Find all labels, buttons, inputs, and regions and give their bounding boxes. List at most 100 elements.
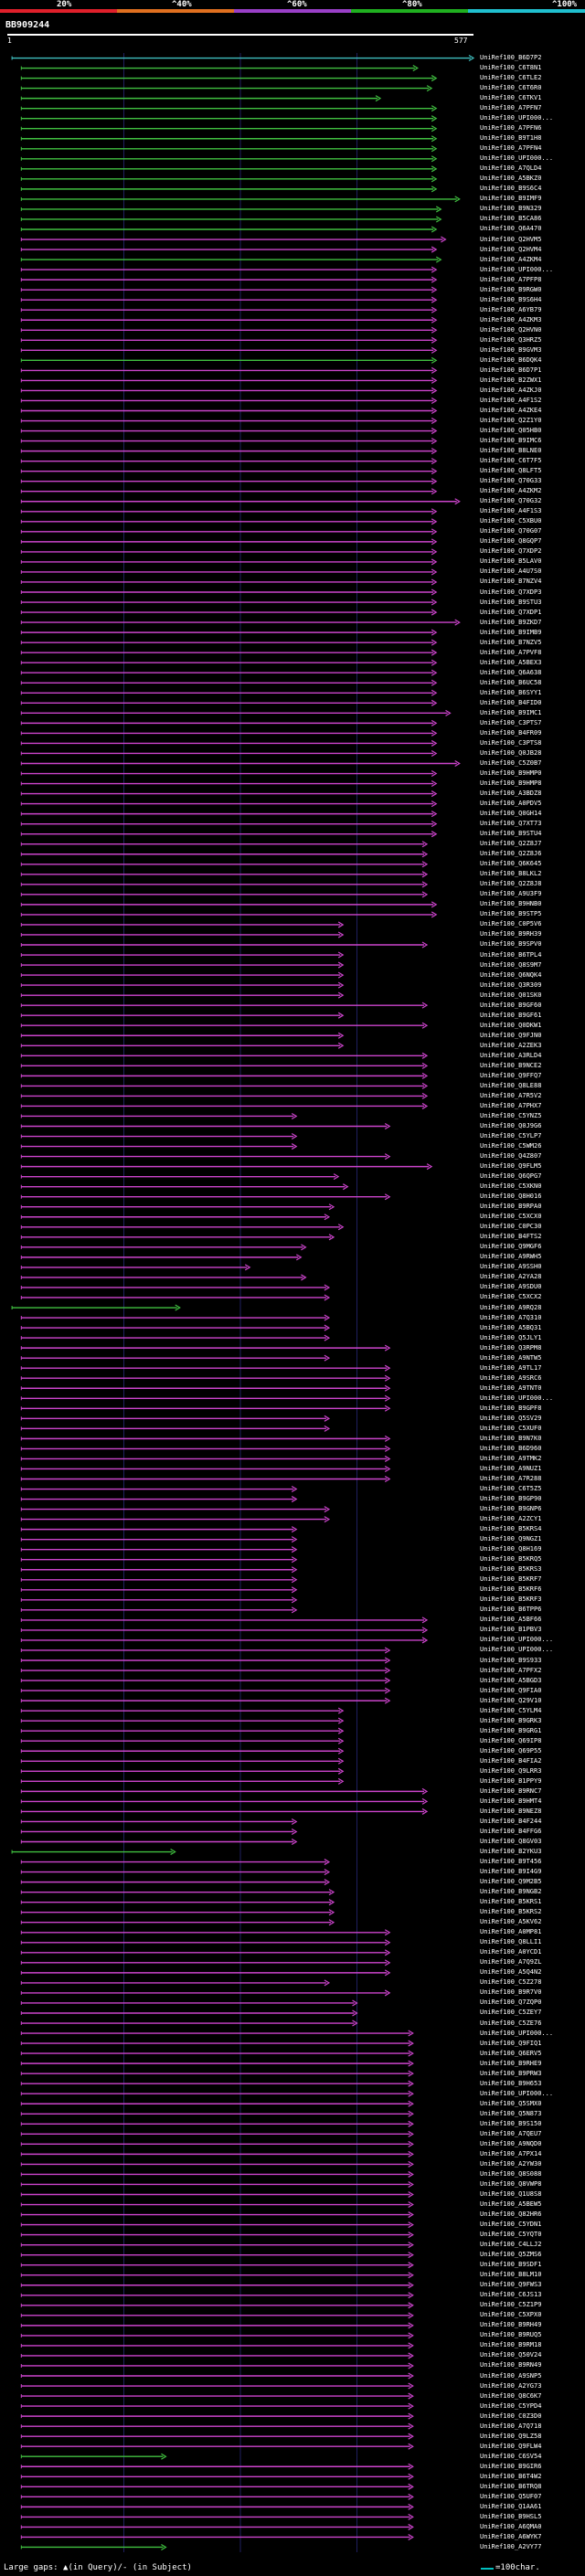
hit-row[interactable] bbox=[20, 2252, 414, 2259]
hit-row[interactable] bbox=[20, 2080, 414, 2087]
hit-row[interactable] bbox=[20, 2433, 414, 2440]
hit-label[interactable]: UniRef100_C5YDN1 bbox=[480, 2221, 542, 2229]
hit-row[interactable] bbox=[20, 2523, 414, 2530]
hit-row[interactable] bbox=[20, 508, 438, 515]
hit-row[interactable] bbox=[20, 1818, 298, 1825]
hit-label[interactable]: UniRef100_B8LKL2 bbox=[480, 870, 542, 878]
hit-label[interactable]: UniRef100_Q8C6K7 bbox=[480, 2391, 542, 2400]
hit-label[interactable]: UniRef100_Q70G07 bbox=[480, 527, 542, 535]
hit-label[interactable]: UniRef100_A7PFP8 bbox=[480, 275, 542, 283]
hit-label[interactable]: UniRef100_Q69IP8 bbox=[480, 1736, 542, 1744]
hit-row[interactable] bbox=[20, 2543, 167, 2551]
hit-label[interactable]: UniRef100_Q0DKW1 bbox=[480, 1021, 542, 1029]
hit-label[interactable]: UniRef100_B9GRK3 bbox=[480, 1716, 542, 1724]
hit-row[interactable] bbox=[20, 1334, 331, 1341]
hit-label[interactable]: UniRef100_B9RNC7 bbox=[480, 1786, 542, 1795]
hit-row[interactable] bbox=[20, 1889, 335, 1896]
hit-row[interactable] bbox=[20, 1838, 298, 1846]
hit-label[interactable]: UniRef100_Q5JLY1 bbox=[480, 1333, 542, 1341]
hit-label[interactable]: UniRef100_A0MP81 bbox=[480, 1928, 542, 1936]
hit-row[interactable] bbox=[20, 2090, 414, 2097]
hit-row[interactable] bbox=[20, 1647, 391, 1654]
hit-label[interactable]: UniRef100_UPI000... bbox=[480, 114, 554, 122]
hit-label[interactable]: UniRef100_B9SDF1 bbox=[480, 2261, 542, 2269]
hit-row[interactable] bbox=[20, 246, 438, 253]
hit-label[interactable]: UniRef100_C5WM26 bbox=[480, 1142, 542, 1150]
hit-label[interactable]: UniRef100_Q9FLW4 bbox=[480, 2442, 542, 2450]
hit-label[interactable]: UniRef100_A9NTW5 bbox=[480, 1353, 542, 1362]
hit-label[interactable]: UniRef100_C6T7F5 bbox=[480, 457, 542, 465]
hit-label[interactable]: UniRef100_Q1U8S8 bbox=[480, 2189, 542, 2198]
hit-label[interactable]: UniRef100_B9RM18 bbox=[480, 2341, 542, 2349]
hit-label[interactable]: UniRef100_Q9FIQ1 bbox=[480, 2039, 542, 2047]
hit-row[interactable] bbox=[20, 2180, 414, 2188]
hit-row[interactable] bbox=[20, 2533, 414, 2540]
hit-label[interactable]: UniRef100_B6D960 bbox=[480, 1444, 542, 1452]
hit-row[interactable] bbox=[20, 236, 447, 243]
hit-label[interactable]: UniRef100_Q8LE88 bbox=[480, 1081, 542, 1089]
hit-label[interactable]: UniRef100_A9NQD0 bbox=[480, 2139, 542, 2147]
hit-row[interactable] bbox=[20, 659, 438, 666]
hit-row[interactable] bbox=[20, 1727, 345, 1734]
hit-label[interactable]: UniRef100_Q6ERV5 bbox=[480, 2049, 542, 2057]
hit-label[interactable]: UniRef100_A7PVF8 bbox=[480, 648, 542, 656]
hit-label[interactable]: UniRef100_B9GF61 bbox=[480, 1011, 542, 1019]
hit-row[interactable] bbox=[20, 941, 429, 949]
hit-row[interactable] bbox=[20, 1112, 298, 1119]
hit-label[interactable]: UniRef100_C6T5Z5 bbox=[480, 1485, 542, 1493]
hit-label[interactable]: UniRef100_Q6NQK4 bbox=[480, 970, 542, 979]
hit-label[interactable]: UniRef100_B9PRW3 bbox=[480, 2069, 542, 2077]
hit-row[interactable] bbox=[20, 2160, 414, 2168]
hit-label[interactable]: UniRef100_Q2Z1Y0 bbox=[480, 417, 542, 425]
hit-label[interactable]: UniRef100_A2ZEK3 bbox=[480, 1041, 542, 1049]
hit-label[interactable]: UniRef100_A3BDZ8 bbox=[480, 790, 542, 798]
hit-row[interactable] bbox=[20, 1637, 429, 1644]
hit-row[interactable] bbox=[20, 438, 438, 445]
hit-label[interactable]: UniRef100_A7Q9ZL bbox=[480, 1958, 542, 1966]
hit-label[interactable]: UniRef100_B1PPY9 bbox=[480, 1776, 542, 1785]
hit-label[interactable]: UniRef100_B5KRS3 bbox=[480, 1565, 542, 1574]
hit-label[interactable]: UniRef100_UPI000... bbox=[480, 1636, 554, 1644]
hit-label[interactable]: UniRef100_B5KRS2 bbox=[480, 1908, 542, 1916]
hit-label[interactable]: UniRef100_A5BEX3 bbox=[480, 658, 542, 666]
hit-row[interactable] bbox=[20, 1183, 349, 1191]
hit-label[interactable]: UniRef100_Q3RPM8 bbox=[480, 1343, 542, 1352]
hit-label[interactable]: UniRef100_Q7XT73 bbox=[480, 820, 542, 828]
hit-row[interactable] bbox=[20, 306, 438, 313]
hit-row[interactable] bbox=[20, 1797, 429, 1805]
hit-row[interactable] bbox=[20, 1737, 345, 1744]
hit-label[interactable]: UniRef100_A9SSH0 bbox=[480, 1263, 542, 1271]
hit-label[interactable]: UniRef100_Q9LZ58 bbox=[480, 2432, 542, 2440]
hit-label[interactable]: UniRef100_B9GVM3 bbox=[480, 345, 542, 354]
hit-row[interactable] bbox=[20, 145, 438, 153]
hit-row[interactable] bbox=[20, 1596, 298, 1604]
hit-label[interactable]: UniRef100_B9GF60 bbox=[480, 1001, 542, 1009]
hit-row[interactable] bbox=[20, 2019, 358, 2027]
hit-label[interactable]: UniRef100_B9IMC1 bbox=[480, 708, 542, 716]
hit-row[interactable] bbox=[20, 2342, 414, 2349]
hit-row[interactable] bbox=[20, 196, 461, 203]
hit-label[interactable]: UniRef100_B6UC58 bbox=[480, 678, 542, 686]
hit-label[interactable]: UniRef100_A7R288 bbox=[480, 1474, 542, 1482]
hit-label[interactable]: UniRef100_Q2HVM4 bbox=[480, 245, 542, 253]
hit-label[interactable]: UniRef100_A9NUZ1 bbox=[480, 1464, 542, 1472]
hit-label[interactable]: UniRef100_A0YCD1 bbox=[480, 1948, 542, 1956]
hit-label[interactable]: UniRef100_A9SNP5 bbox=[480, 2371, 542, 2380]
hit-row[interactable] bbox=[20, 1082, 429, 1089]
hit-row[interactable] bbox=[20, 316, 438, 323]
hit-label[interactable]: UniRef100_B9S933 bbox=[480, 1656, 542, 1664]
hit-label[interactable]: UniRef100_B2YKU3 bbox=[480, 1848, 542, 1856]
hit-label[interactable]: UniRef100_C5Z0B7 bbox=[480, 758, 542, 767]
hit-label[interactable]: UniRef100_A4ZKM2 bbox=[480, 487, 542, 495]
hit-label[interactable]: UniRef100_UPI000... bbox=[480, 1394, 554, 1402]
hit-row[interactable] bbox=[20, 871, 429, 878]
hit-row[interactable] bbox=[20, 699, 438, 706]
hit-label[interactable]: UniRef100_B4FIA2 bbox=[480, 1756, 542, 1765]
hit-row[interactable] bbox=[20, 921, 345, 928]
hit-label[interactable]: UniRef100_Q7XDP2 bbox=[480, 547, 542, 556]
hit-label[interactable]: UniRef100_B9HMT4 bbox=[480, 1797, 542, 1805]
hit-row[interactable] bbox=[20, 155, 438, 163]
hit-row[interactable] bbox=[20, 1677, 391, 1684]
hit-row[interactable] bbox=[20, 780, 438, 788]
hit-row[interactable] bbox=[20, 1929, 391, 1936]
